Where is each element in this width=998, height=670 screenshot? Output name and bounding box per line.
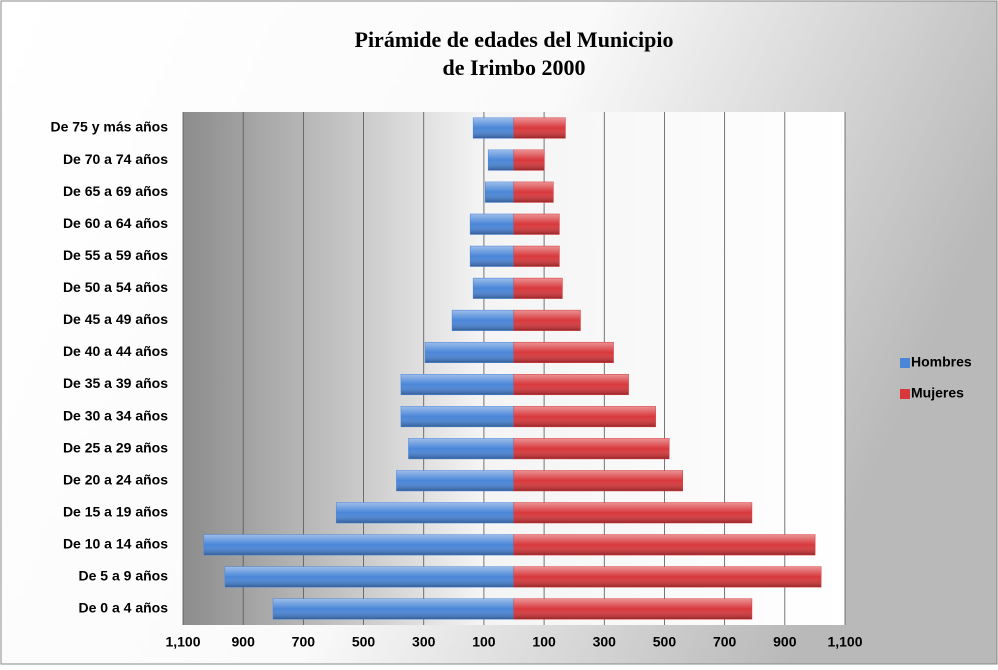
y-tick-label: De 40 a 44 años: [63, 343, 168, 359]
bar-shade: [514, 438, 669, 459]
bar-shade: [401, 374, 514, 395]
x-tick-label: 1,100: [165, 634, 200, 650]
bar-shade: [514, 406, 656, 427]
y-tick-label: De 10 a 14 años: [63, 536, 168, 552]
bar-shade: [408, 438, 514, 459]
y-tick-label: De 70 a 74 años: [63, 151, 168, 167]
chart-title: de Irimbo 2000: [443, 55, 586, 80]
bar-shade: [336, 502, 514, 523]
x-tick-label: 1,100: [827, 634, 862, 650]
bar-shade: [514, 182, 554, 203]
bar-shade: [452, 310, 514, 331]
y-tick-label: De 35 a 39 años: [63, 375, 168, 391]
bar-shade: [204, 534, 514, 555]
y-tick-label: De 65 a 69 años: [63, 183, 168, 199]
bar-shade: [425, 342, 514, 363]
y-tick-label: De 50 a 54 años: [63, 279, 168, 295]
y-tick-label: De 75 y más años: [50, 119, 168, 135]
bar-shade: [514, 598, 752, 619]
y-tick-label: De 60 a 64 años: [63, 215, 168, 231]
y-tick-label: De 15 a 19 años: [63, 503, 168, 519]
bar-shade: [470, 214, 514, 235]
bar-shade: [514, 118, 566, 139]
x-tick-label: 300: [412, 634, 436, 650]
bar-shade: [514, 214, 560, 235]
y-tick-label: De 25 a 29 años: [63, 439, 168, 455]
chart-title: Pirámide de edades del Municipio: [355, 27, 674, 52]
legend-swatch: [900, 389, 910, 399]
bar-shade: [396, 470, 514, 491]
x-tick-label: 900: [232, 634, 256, 650]
x-tick-label: 100: [532, 634, 556, 650]
x-tick-label: 100: [472, 634, 496, 650]
bar-shade: [401, 406, 514, 427]
legend-swatch: [900, 358, 910, 368]
bar-shade: [514, 310, 581, 331]
y-tick-label: De 5 a 9 años: [79, 568, 169, 584]
y-tick-label: De 0 a 4 años: [79, 600, 169, 616]
bar-shade: [514, 534, 815, 555]
bar-shade: [514, 470, 683, 491]
x-tick-label: 500: [653, 634, 677, 650]
y-tick-label: De 30 a 34 años: [63, 407, 168, 423]
x-tick-label: 700: [713, 634, 737, 650]
y-tick-label: De 45 a 49 años: [63, 311, 168, 327]
bar-shade: [488, 150, 514, 171]
legend-label: Mujeres: [911, 385, 964, 401]
bar-shade: [514, 246, 560, 267]
bar-shade: [514, 342, 614, 363]
bar-shade: [514, 374, 629, 395]
x-tick-label: 700: [292, 634, 316, 650]
bar-shade: [273, 598, 514, 619]
bar-shade: [470, 246, 514, 267]
x-tick-label: 900: [773, 634, 797, 650]
bar-shade: [485, 182, 514, 203]
bar-shade: [514, 278, 563, 299]
bar-shade: [514, 502, 752, 523]
bar-shade: [225, 566, 515, 587]
bar-shade: [473, 118, 514, 139]
y-tick-label: De 55 a 59 años: [63, 247, 168, 263]
x-tick-label: 300: [593, 634, 617, 650]
bar-shade: [514, 150, 545, 171]
legend-label: Hombres: [911, 354, 972, 370]
x-tick-label: 500: [352, 634, 376, 650]
bar-shade: [514, 566, 821, 587]
y-tick-label: De 20 a 24 años: [63, 471, 168, 487]
bar-shade: [473, 278, 514, 299]
